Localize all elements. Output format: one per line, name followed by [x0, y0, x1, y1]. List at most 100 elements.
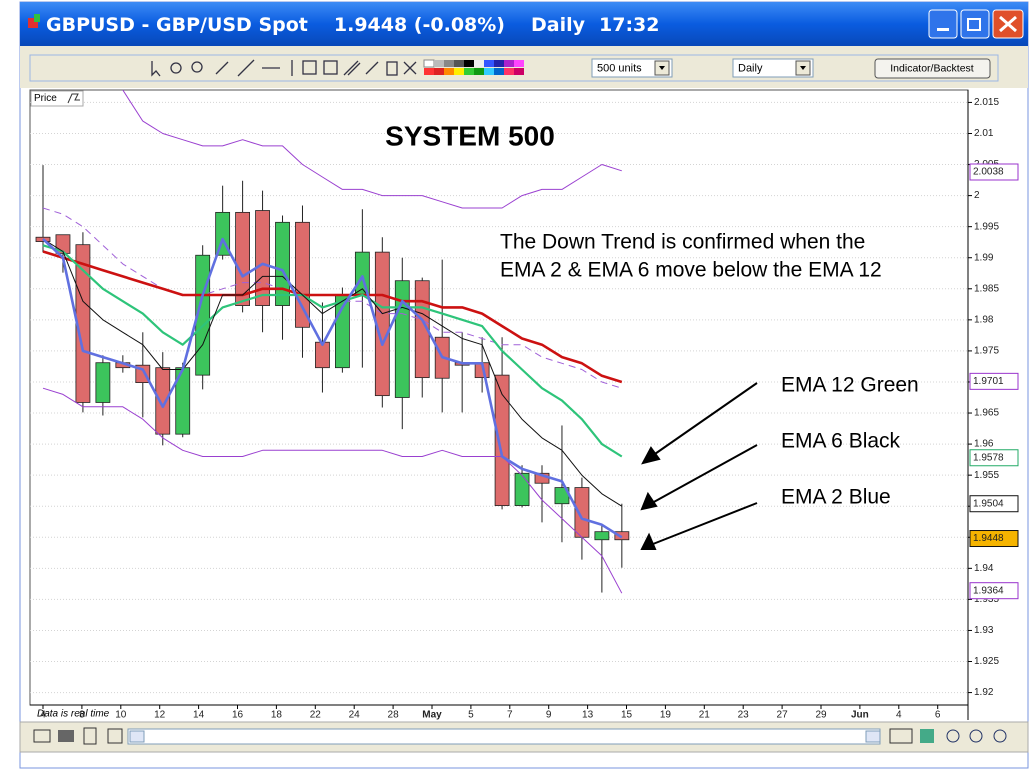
y-tick-label: 2.01: [974, 128, 994, 139]
color-swatch[interactable]: [474, 60, 484, 67]
arrow-line: [651, 444, 758, 504]
x-tick-label: 19: [660, 710, 672, 721]
x-tick-label: 15: [621, 710, 633, 721]
alert-tool[interactable]: [170, 62, 182, 74]
candle-body: [155, 367, 171, 435]
plot-layer: [30, 89, 968, 694]
text-tool[interactable]: [323, 60, 338, 75]
x-tick-label: 21: [699, 710, 711, 721]
color-swatch[interactable]: [484, 68, 494, 75]
pointer-tool[interactable]: [151, 61, 161, 77]
color-swatch[interactable]: [424, 68, 434, 75]
fit-icon[interactable]: [889, 728, 913, 744]
color-swatch[interactable]: [434, 60, 444, 67]
arrow-head: [640, 532, 657, 550]
settings-tool[interactable]: [403, 61, 417, 75]
price-tag: [969, 449, 1019, 467]
color-swatch[interactable]: [484, 60, 494, 67]
units-dropdown[interactable]: [591, 58, 673, 78]
x-tick-label: 5: [468, 710, 474, 721]
print-icon[interactable]: [58, 730, 74, 742]
arrow-line: [651, 382, 758, 457]
annotation-line: The Down Trend is confirmed when the: [500, 231, 865, 254]
color-swatch[interactable]: [423, 59, 435, 68]
zoom-fit-icon[interactable]: [946, 729, 960, 743]
minimize-button[interactable]: [928, 9, 958, 39]
maximize-button[interactable]: [960, 9, 990, 39]
minimize-icon: [937, 28, 949, 31]
arrow-glyph: [800, 66, 806, 70]
y-tick-label: 2.015: [974, 97, 999, 108]
color-swatch[interactable]: [474, 68, 484, 75]
candle-body: [414, 280, 430, 379]
trend-tool[interactable]: [237, 59, 255, 77]
x-tick-label: 24: [349, 710, 361, 721]
x-tick-label: 29: [815, 710, 827, 721]
color-swatch[interactable]: [444, 60, 454, 67]
x-tick-label: 12: [154, 710, 166, 721]
candle-body: [255, 210, 270, 306]
scrollbar[interactable]: [127, 728, 881, 745]
delete-tool[interactable]: [386, 61, 398, 76]
close-icon: [999, 15, 1017, 33]
color-swatch[interactable]: [464, 60, 474, 67]
x-tick-label: 22: [310, 710, 322, 721]
x-tick-label: 16: [232, 710, 244, 721]
color-swatch[interactable]: [514, 60, 524, 67]
tool-icon[interactable]: [83, 727, 97, 745]
arrows: [640, 382, 758, 550]
x-tick-label: Jun: [851, 710, 869, 721]
arrow-tool[interactable]: [365, 61, 379, 75]
price-tag: [969, 582, 1019, 600]
zoom-out-icon[interactable]: [969, 729, 983, 743]
zoom-in-icon[interactable]: [993, 729, 1007, 743]
price-tab-label: Price: [34, 93, 57, 104]
color-swatch[interactable]: [464, 68, 474, 75]
y-tick-label: 1.96: [974, 439, 994, 450]
arrow-head: [641, 446, 661, 465]
x-tick-label: 10: [115, 710, 127, 721]
scroll-right[interactable]: [865, 730, 881, 743]
ema-label: EMA 12 Green: [781, 374, 919, 397]
y-tick-label: 1.92: [974, 687, 994, 698]
hand-icon[interactable]: [920, 729, 934, 743]
mail-icon[interactable]: [33, 729, 51, 743]
price-tag-label: 1.9448: [973, 533, 1004, 544]
y-tick-label: 1.935: [974, 594, 999, 605]
color-palette: [423, 59, 524, 75]
color-swatch[interactable]: [444, 68, 454, 75]
line-tool[interactable]: [215, 61, 229, 75]
zoom-tool[interactable]: [191, 61, 203, 73]
period-dropdown[interactable]: [732, 58, 814, 78]
title-bar: [20, 2, 1028, 46]
color-swatch[interactable]: [504, 68, 514, 75]
color-swatch[interactable]: [454, 68, 464, 75]
x-tick-label: 9: [546, 710, 552, 721]
candle-body: [394, 280, 410, 398]
arrow-glyph: [659, 66, 665, 70]
app-icon: [34, 14, 40, 22]
price-tag-label: 1.9364: [973, 585, 1004, 596]
candle-body: [295, 221, 310, 328]
calc-icon[interactable]: [107, 728, 123, 744]
fib-tool[interactable]: [302, 60, 317, 75]
x-tick-label: 4: [40, 710, 46, 721]
color-swatch[interactable]: [434, 68, 444, 75]
color-swatch[interactable]: [454, 60, 464, 67]
price-tab: [30, 90, 84, 107]
indicator-button[interactable]: [874, 58, 991, 79]
color-swatch[interactable]: [504, 60, 514, 67]
indicator-line: [42, 237, 623, 539]
footnote: Data is real time: [37, 709, 110, 720]
y-tick-label: 1.985: [974, 283, 999, 294]
x-tick-label: 13: [582, 710, 594, 721]
units-value: 500 units: [597, 62, 642, 74]
color-swatch[interactable]: [514, 68, 524, 75]
x-tick-label: 23: [738, 710, 750, 721]
indicator-button-label: Indicator/Backtest: [890, 62, 974, 74]
title-symbol: GBPUSD - GBP/USD Spot: [46, 14, 308, 36]
color-swatch[interactable]: [494, 60, 504, 67]
scroll-left[interactable]: [129, 730, 145, 743]
channel-tool[interactable]: [343, 60, 361, 76]
color-swatch[interactable]: [494, 68, 504, 75]
